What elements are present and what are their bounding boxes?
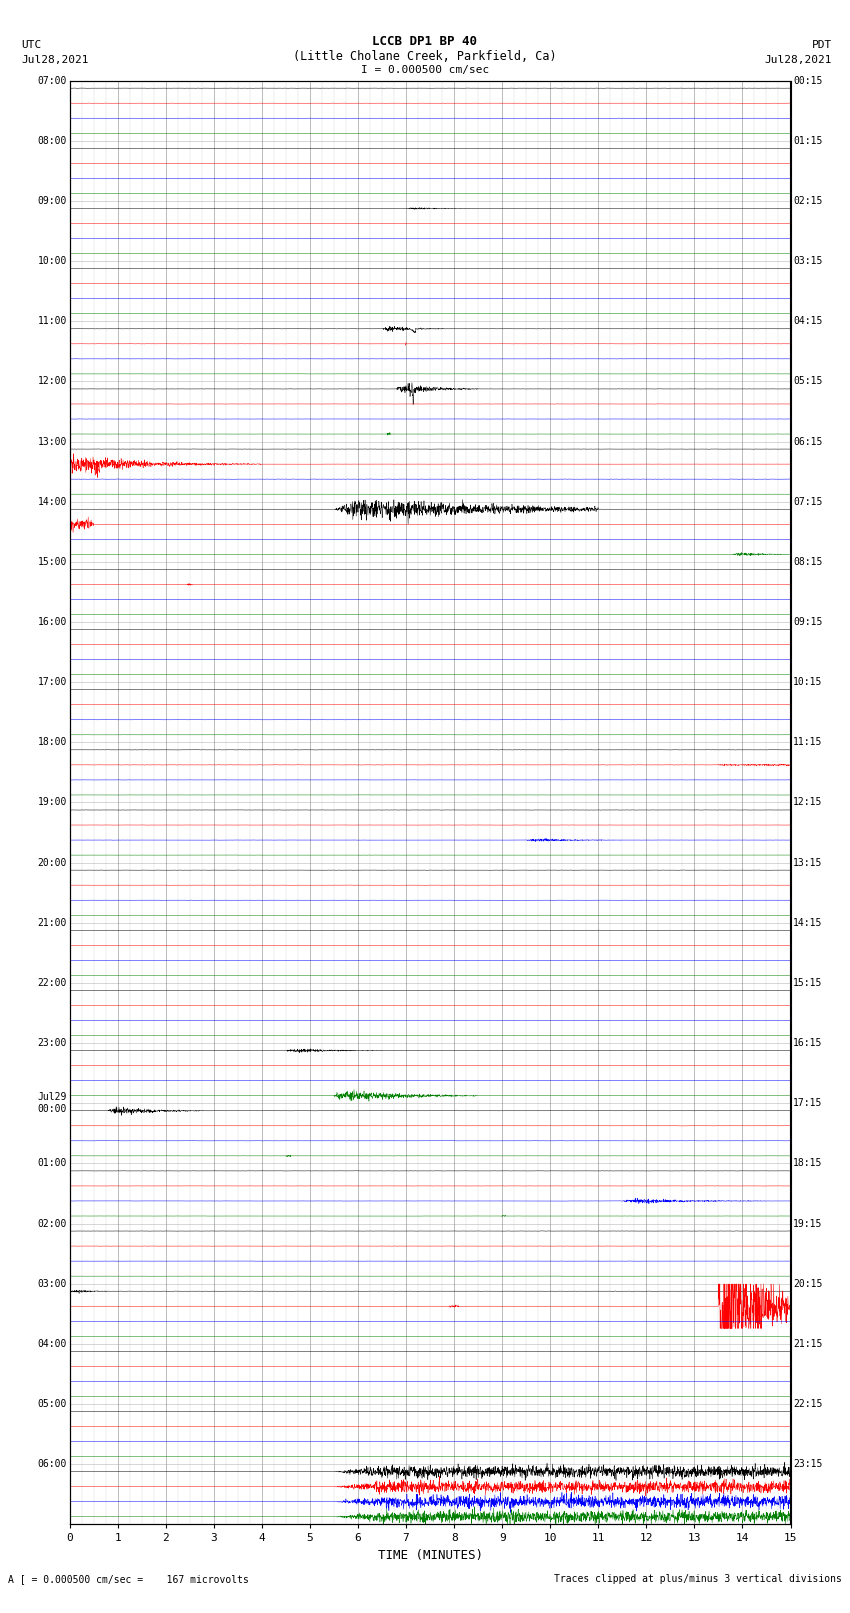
Text: Jul28,2021: Jul28,2021 [21,55,88,65]
Text: (Little Cholane Creek, Parkfield, Ca): (Little Cholane Creek, Parkfield, Ca) [293,50,557,63]
Text: PDT: PDT [812,40,832,50]
X-axis label: TIME (MINUTES): TIME (MINUTES) [377,1548,483,1561]
Text: A [ = 0.000500 cm/sec =    167 microvolts: A [ = 0.000500 cm/sec = 167 microvolts [8,1574,249,1584]
Text: LCCB DP1 BP 40: LCCB DP1 BP 40 [372,35,478,48]
Text: UTC: UTC [21,40,41,50]
Text: Traces clipped at plus/minus 3 vertical divisions: Traces clipped at plus/minus 3 vertical … [553,1574,842,1584]
Text: I = 0.000500 cm/sec: I = 0.000500 cm/sec [361,65,489,74]
Text: Jul28,2021: Jul28,2021 [765,55,832,65]
